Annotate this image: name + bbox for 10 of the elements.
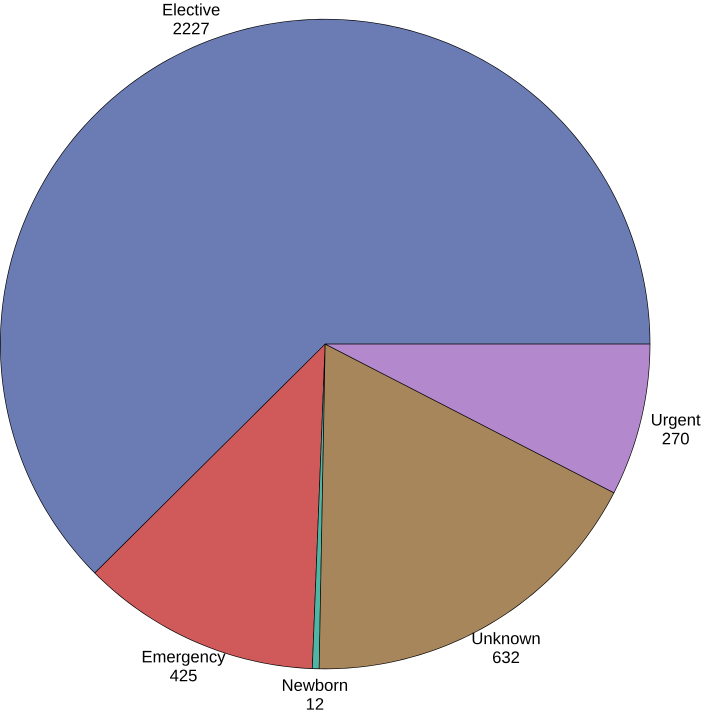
slice-label: Elective: [163, 3, 220, 16]
slice-label: Unknown: [472, 632, 540, 644]
data-label: 270: [662, 432, 689, 444]
data-label: 12: [306, 698, 324, 710]
data-label: 632: [493, 651, 520, 664]
data-label: 2227: [174, 22, 209, 34]
slice-label: Newborn: [282, 678, 348, 691]
slice-label: Urgent: [652, 414, 701, 429]
data-label: 425: [170, 670, 197, 682]
slice-label: Emergency: [142, 650, 226, 666]
